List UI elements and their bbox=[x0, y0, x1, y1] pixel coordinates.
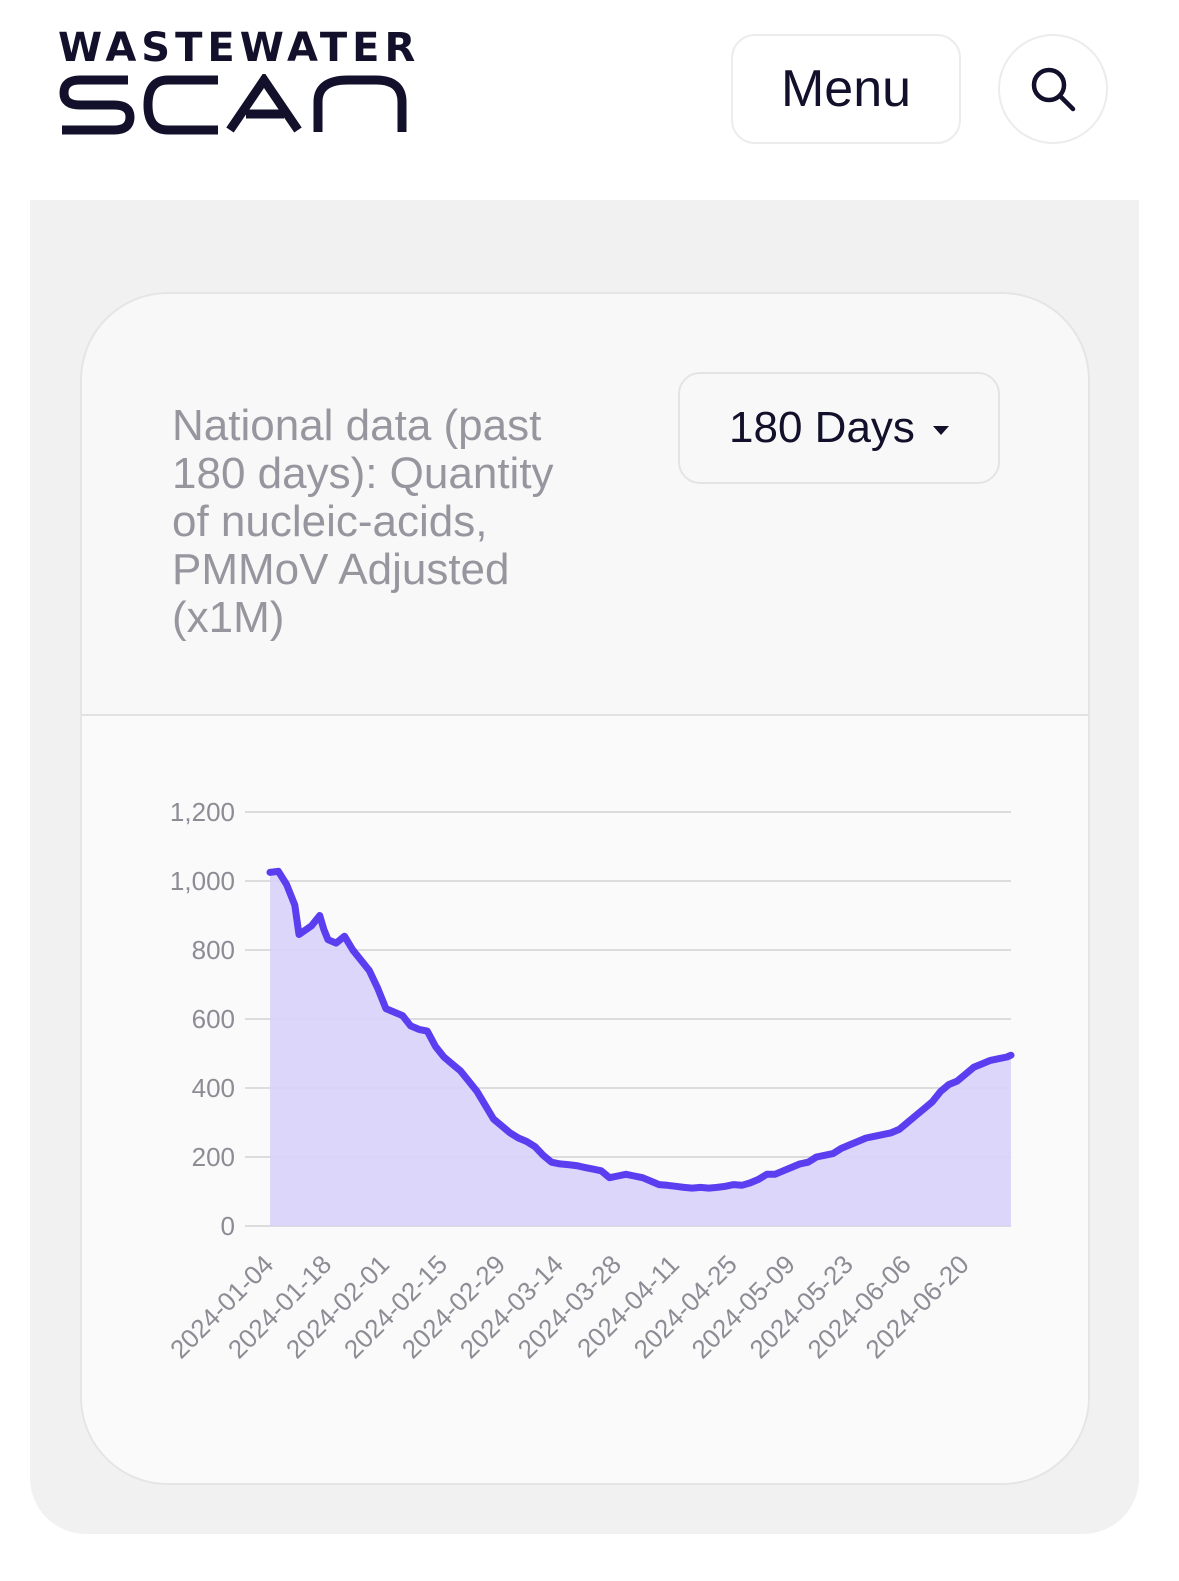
y-tick-label: 1,200 bbox=[170, 797, 235, 827]
search-button[interactable] bbox=[998, 34, 1108, 144]
series-line bbox=[266, 867, 1015, 1192]
search-icon bbox=[1031, 67, 1076, 112]
series-area bbox=[270, 871, 1011, 1226]
y-tick-label: 800 bbox=[192, 935, 235, 965]
card-title: National data (past 180 days): Quantity … bbox=[172, 401, 554, 642]
y-tick-label: 600 bbox=[192, 1004, 235, 1034]
time-range-dropdown[interactable]: 180 Days bbox=[678, 372, 1000, 484]
chart-area: 0 200 400 600 800 1,000 1,200 2024-01-04 2024-01… bbox=[82, 716, 1088, 1485]
caret-down-icon bbox=[932, 425, 949, 435]
card-divider bbox=[82, 714, 1088, 716]
area-chart[interactable]: 02004006008001,0001,2002024-01-042024-01… bbox=[82, 716, 1088, 1485]
y-tick-label: 200 bbox=[192, 1142, 235, 1172]
menu-button[interactable]: Menu bbox=[731, 34, 961, 144]
logo-scan-wordmark bbox=[59, 74, 407, 135]
y-tick-label: 1,000 bbox=[170, 866, 235, 896]
time-range-value: 180 Days bbox=[729, 403, 915, 452]
data-panel: National data (past 180 days): Quantity … bbox=[30, 200, 1139, 1534]
logo-wordmark-top: WASTEWATER bbox=[58, 25, 421, 71]
y-tick-label: 0 bbox=[221, 1211, 235, 1241]
y-tick-label: 400 bbox=[192, 1073, 235, 1103]
wastewaterscan-logo[interactable]: WASTEWATER bbox=[58, 28, 420, 136]
national-data-card: National data (past 180 days): Quantity … bbox=[80, 292, 1090, 1485]
